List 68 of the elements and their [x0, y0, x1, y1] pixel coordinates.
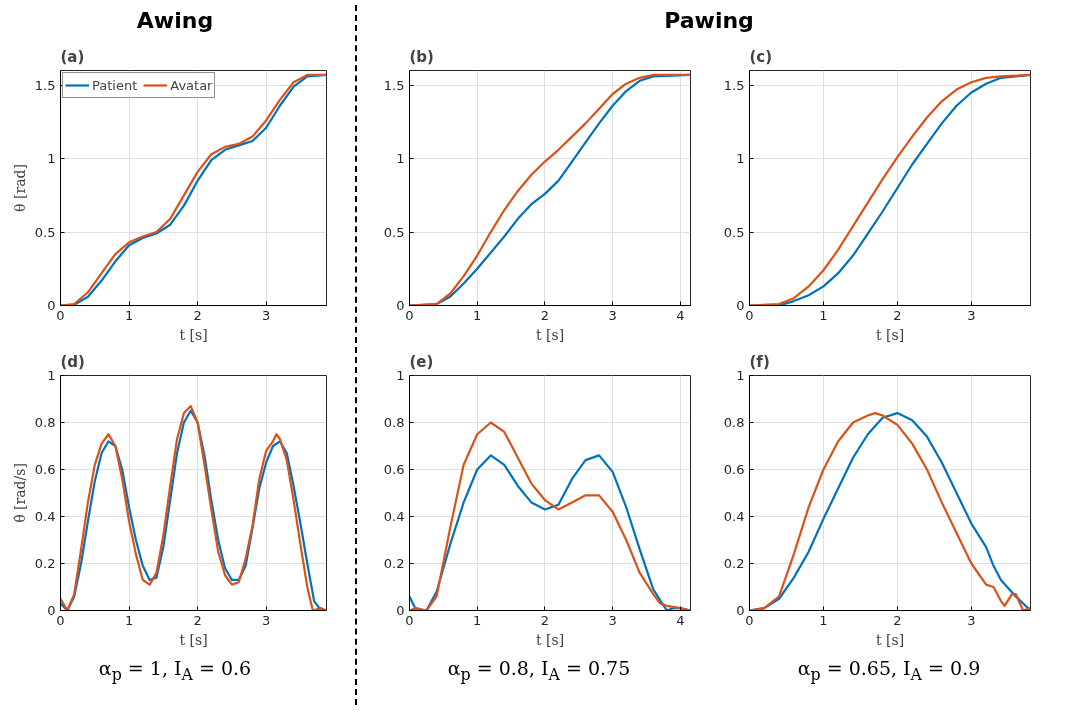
legend-label: Patient — [92, 77, 138, 93]
x-tick-label: 4 — [676, 307, 685, 323]
x-tick-label: 1 — [473, 612, 482, 628]
chart-title: (c) — [749, 47, 773, 66]
x-axis-title: t [s] — [535, 631, 565, 648]
y-tick-label: 0.5 — [383, 224, 405, 240]
x-axis-title: t [s] — [875, 326, 905, 343]
text: α$_{p}$ = 0.8, I$_{A}$ = 0.75 — [447, 656, 631, 686]
y-tick-label: 0.2 — [34, 556, 56, 571]
y-tick-label: 0.8 — [34, 415, 56, 430]
x-tick-label: 2 — [893, 612, 902, 628]
y-tick-label: 1 — [396, 368, 405, 383]
x-tick-label: 3 — [608, 612, 617, 628]
text: Pawing — [664, 7, 754, 35]
x-axis-title: t [s] — [875, 631, 905, 648]
y-tick-label: 0.5 — [723, 224, 745, 240]
text: Awing — [136, 7, 214, 35]
x-axis-title: t [s] — [179, 631, 208, 648]
y-tick-label: 1 — [47, 151, 56, 167]
x-tick-label: 2 — [540, 307, 550, 323]
y-tick-label: 1.5 — [34, 77, 56, 93]
x-tick-label: 2 — [193, 307, 202, 323]
y-axis-title: θ [rad] — [11, 164, 28, 212]
legend-label: Avatar — [170, 77, 213, 93]
y-tick-label: 0.6 — [383, 462, 405, 477]
x-tick-label: 3 — [967, 307, 976, 323]
x-tick-label: 1 — [124, 307, 134, 323]
line-series — [60, 73, 327, 306]
y-tick-label: 1.5 — [383, 77, 405, 93]
y-tick-label: 0.6 — [723, 462, 745, 477]
x-tick-label: 1 — [819, 307, 828, 323]
text: α$_{p}$ = 1, I$_{A}$ = 0.6 — [98, 656, 252, 686]
x-tick-label: 3 — [262, 612, 271, 628]
x-axis-title: t [s] — [179, 326, 208, 343]
x-tick-label: 4 — [676, 612, 685, 628]
y-tick-label: 0.8 — [723, 415, 745, 430]
y-tick-label: 1 — [736, 368, 745, 383]
x-tick-label: 3 — [967, 612, 976, 628]
chart-title: (d) — [60, 352, 85, 371]
y-tick-label: 0.4 — [723, 509, 745, 524]
y-tick-label: 1 — [47, 368, 56, 383]
x-tick-label: 2 — [540, 612, 550, 628]
chart-title: (e) — [409, 352, 434, 371]
chart-title: (f) — [749, 352, 770, 371]
chart-title: (a) — [60, 47, 85, 66]
x-tick-label: 2 — [893, 307, 902, 323]
x-tick-label: 2 — [193, 612, 202, 628]
x-tick-label: 1 — [124, 612, 134, 628]
y-tick-label: 0.4 — [34, 509, 56, 524]
x-axis-title: t [s] — [535, 326, 565, 343]
y-tick-label: 0.2 — [723, 556, 745, 571]
x-tick-label: 3 — [262, 307, 271, 323]
y-tick-label: 1 — [396, 151, 405, 167]
text: α$_{p}$ = 0.65, I$_{A}$ = 0.9 — [797, 656, 981, 686]
chart-title: (b) — [409, 47, 434, 66]
line-series — [409, 73, 691, 306]
y-tick-label: 0.2 — [383, 556, 405, 571]
x-tick-label: 3 — [608, 307, 617, 323]
y-tick-label: 0.4 — [383, 509, 405, 524]
x-tick-label: 1 — [819, 612, 828, 628]
y-tick-label: 1.5 — [723, 77, 745, 93]
x-tick-label: 1 — [473, 307, 482, 323]
y-tick-label: 0.5 — [34, 224, 56, 240]
y-tick-label: 0.8 — [383, 415, 405, 430]
y-tick-label: 1 — [736, 151, 745, 167]
y-tick-label: 0.6 — [34, 462, 56, 477]
y-axis-title: θ̇ [rad/s] — [11, 463, 28, 523]
line-series — [749, 73, 1031, 306]
